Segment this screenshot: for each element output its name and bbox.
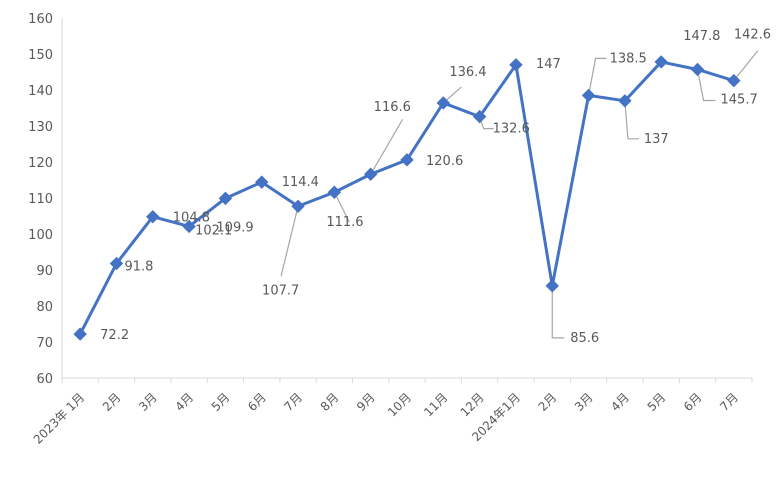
data-label: 147.8: [683, 29, 720, 44]
data-point-marker: [182, 219, 196, 234]
x-tick-label: 11月: [421, 390, 450, 419]
data-label-leader: [624, 100, 639, 140]
x-tick-label: 2023年 1月: [31, 390, 88, 447]
x-tick-label: 3月: [136, 390, 160, 414]
data-label: 145.7: [721, 92, 758, 107]
data-point-marker: [509, 58, 523, 72]
data-label-leader: [696, 69, 716, 102]
data-point-marker: [618, 94, 632, 108]
data-point-marker: [654, 55, 668, 69]
data-label-leader: [370, 118, 404, 175]
y-tick-label: 100: [28, 228, 53, 243]
data-label: 107.7: [262, 283, 299, 298]
x-tick-label: 5月: [209, 390, 233, 414]
y-tick-label: 60: [36, 372, 53, 387]
y-tick-label: 90: [36, 264, 53, 279]
data-label-leader: [333, 191, 350, 223]
y-tick-label: 130: [28, 120, 53, 135]
data-point-marker: [400, 153, 414, 167]
data-label: 111.6: [326, 215, 363, 230]
x-tick-label: 3月: [572, 390, 596, 414]
data-point-marker: [218, 191, 233, 206]
data-label-leader: [733, 50, 759, 82]
x-tick-label: 9月: [354, 390, 378, 414]
data-label: 72.2: [100, 328, 129, 343]
data-point-marker: [291, 199, 305, 213]
data-label: 116.6: [374, 100, 411, 115]
data-label: 147: [536, 57, 561, 72]
x-tick-label: 4月: [608, 390, 632, 414]
data-label-leader: [587, 57, 607, 96]
x-tick-label: 6月: [681, 390, 705, 414]
x-tick-label: 2月: [536, 390, 560, 414]
data-point-marker: [109, 256, 124, 271]
data-point-marker: [255, 175, 269, 189]
x-tick-label: 12月: [458, 390, 487, 419]
y-tick-label: 120: [28, 156, 53, 171]
x-tick-label: 4月: [172, 390, 196, 414]
data-label: 91.8: [124, 260, 153, 275]
data-label: 102.1: [195, 223, 232, 238]
data-label: 137: [644, 132, 669, 147]
x-tick-label: 10月: [385, 390, 414, 419]
data-label: 136.4: [449, 65, 486, 80]
y-tick-label: 160: [28, 12, 53, 27]
y-tick-label: 110: [28, 192, 53, 207]
data-label: 120.6: [426, 154, 463, 169]
y-tick-label: 80: [36, 300, 53, 315]
data-point-marker: [472, 109, 487, 124]
data-label: 138.5: [610, 51, 647, 66]
data-label: 142.6: [734, 28, 771, 43]
data-label-leader: [280, 206, 299, 277]
data-point-marker: [581, 88, 596, 103]
x-tick-label: 6月: [245, 390, 269, 414]
x-tick-label: 5月: [645, 390, 669, 414]
x-tick-label: 7月: [717, 390, 741, 414]
y-tick-label: 140: [28, 84, 53, 99]
data-label: 132.6: [493, 122, 530, 137]
x-tick-label: 7月: [281, 390, 305, 414]
data-label: 85.6: [570, 331, 599, 346]
data-point-marker: [73, 327, 87, 341]
data-label-leader: [551, 285, 565, 339]
data-label: 109.9: [216, 220, 253, 235]
data-point-marker: [690, 62, 705, 77]
data-point-marker: [363, 167, 378, 181]
x-tick-label: 2月: [100, 390, 124, 414]
data-point-marker: [545, 279, 559, 293]
data-point-marker: [436, 96, 451, 110]
data-point-marker: [146, 210, 160, 224]
data-point-marker: [727, 73, 741, 88]
data-label: 104.8: [173, 211, 210, 226]
data-point-marker: [327, 185, 342, 199]
y-tick-label: 70: [36, 336, 53, 351]
data-label: 114.4: [282, 175, 319, 190]
y-tick-label: 150: [28, 48, 53, 63]
x-tick-label: 8月: [318, 390, 342, 414]
